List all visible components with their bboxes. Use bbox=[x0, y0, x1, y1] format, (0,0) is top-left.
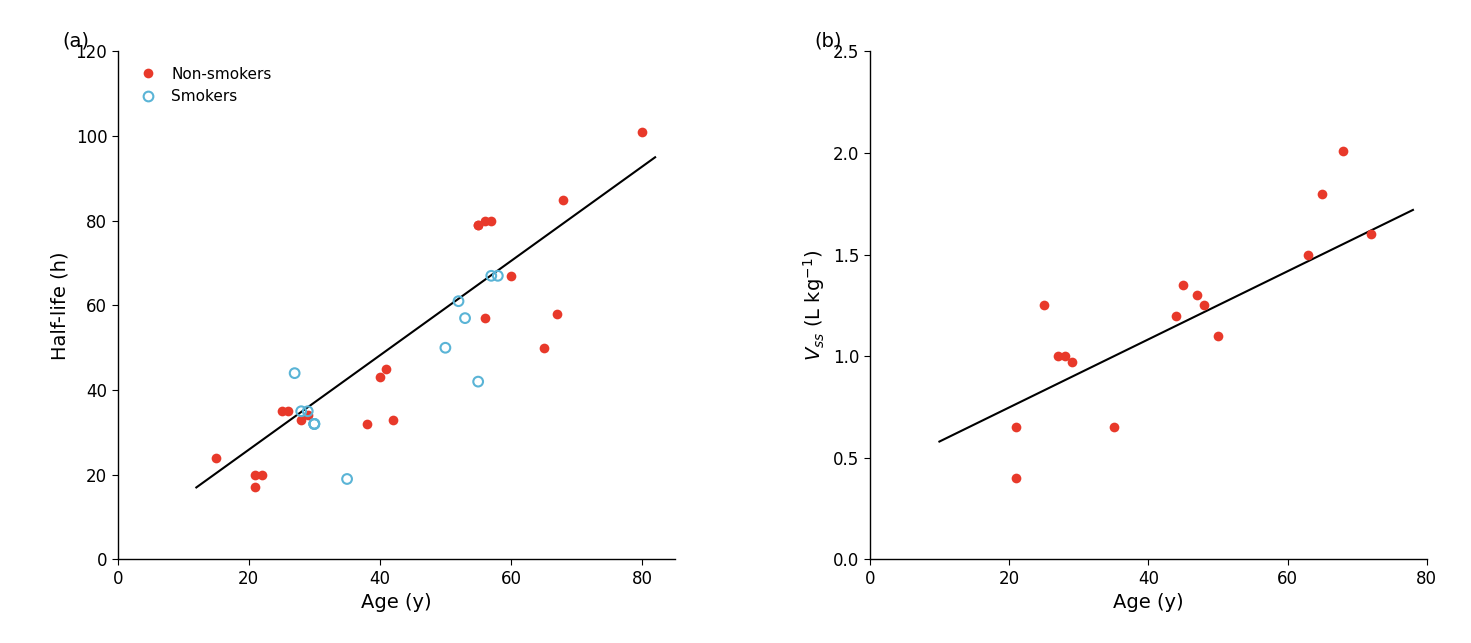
Point bbox=[1061, 357, 1084, 367]
Point bbox=[381, 415, 405, 425]
X-axis label: Age (y): Age (y) bbox=[360, 593, 431, 612]
Point bbox=[1165, 311, 1189, 321]
Point bbox=[1331, 146, 1355, 156]
Point bbox=[277, 406, 300, 417]
Point bbox=[1186, 290, 1209, 300]
Point bbox=[290, 415, 313, 425]
Point bbox=[1005, 473, 1028, 484]
Point bbox=[303, 419, 327, 429]
Y-axis label: Half-life (h): Half-life (h) bbox=[51, 251, 71, 359]
Point bbox=[355, 419, 378, 429]
Point bbox=[303, 419, 327, 429]
Text: (a): (a) bbox=[62, 31, 88, 50]
Point bbox=[204, 453, 228, 463]
Point bbox=[499, 271, 522, 281]
Point bbox=[434, 343, 457, 353]
Point bbox=[1193, 300, 1217, 311]
Point bbox=[269, 406, 293, 417]
Text: (b): (b) bbox=[813, 31, 841, 50]
Point bbox=[1171, 280, 1194, 290]
Point bbox=[282, 368, 306, 378]
Point bbox=[480, 271, 503, 281]
Point bbox=[485, 271, 509, 281]
Point bbox=[250, 469, 274, 480]
Point bbox=[290, 406, 313, 417]
Point bbox=[244, 482, 268, 493]
Point bbox=[466, 220, 490, 230]
Point bbox=[552, 194, 575, 204]
Point bbox=[1311, 188, 1334, 199]
Point bbox=[1297, 249, 1321, 260]
Point bbox=[466, 220, 490, 230]
Point bbox=[1033, 300, 1056, 311]
Point bbox=[1102, 422, 1125, 433]
Point bbox=[466, 376, 490, 386]
Point bbox=[1359, 229, 1383, 239]
Point bbox=[474, 313, 497, 323]
Point bbox=[1206, 331, 1230, 341]
Point bbox=[1005, 422, 1028, 433]
Y-axis label: $V_{ss}$ (L kg$^{-1}$): $V_{ss}$ (L kg$^{-1}$) bbox=[802, 249, 827, 361]
Point bbox=[375, 364, 399, 374]
Point bbox=[335, 474, 359, 484]
Point bbox=[368, 372, 391, 383]
Point bbox=[480, 215, 503, 226]
Point bbox=[1046, 351, 1069, 361]
Legend: Non-smokers, Smokers: Non-smokers, Smokers bbox=[125, 59, 279, 112]
Point bbox=[546, 309, 569, 319]
Point bbox=[630, 127, 653, 137]
Point bbox=[474, 215, 497, 226]
Point bbox=[303, 419, 327, 429]
Point bbox=[296, 410, 319, 421]
Point bbox=[453, 313, 477, 323]
Point bbox=[533, 343, 556, 353]
Point bbox=[447, 296, 471, 306]
Point bbox=[1053, 351, 1077, 361]
X-axis label: Age (y): Age (y) bbox=[1114, 593, 1184, 612]
Point bbox=[244, 469, 268, 480]
Point bbox=[296, 406, 319, 417]
